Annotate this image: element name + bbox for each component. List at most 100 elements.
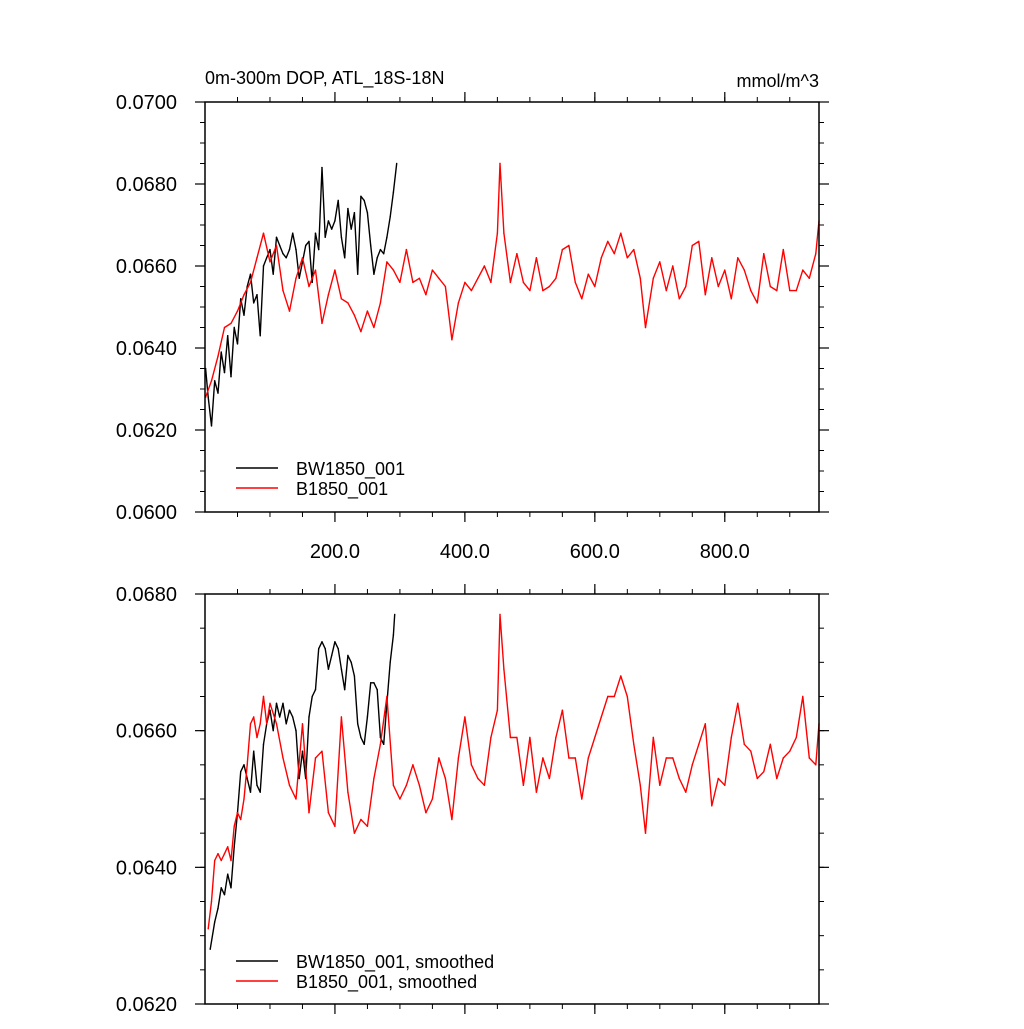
data-point — [522, 784, 525, 787]
data-point — [626, 695, 629, 698]
data-point — [399, 798, 401, 800]
data-point — [451, 339, 453, 341]
data-point — [282, 289, 284, 292]
data-point — [418, 784, 421, 787]
data-point — [691, 244, 694, 247]
data-point — [210, 380, 213, 382]
data-point — [490, 736, 492, 739]
data-point — [292, 232, 294, 234]
data-point — [223, 371, 226, 374]
data-point — [259, 791, 261, 793]
data-point — [782, 757, 784, 759]
data-point — [230, 859, 232, 862]
data-point — [750, 289, 752, 292]
data-point — [327, 811, 330, 814]
data-point — [347, 207, 349, 210]
data-point — [644, 326, 647, 329]
data-point — [376, 257, 378, 259]
x-tick-label: 600.0 — [570, 541, 620, 563]
data-point — [360, 330, 362, 333]
data-point — [327, 220, 330, 222]
data-point — [444, 777, 447, 780]
data-point — [815, 253, 817, 255]
data-point — [382, 743, 385, 746]
data-point — [750, 750, 752, 752]
data-point — [285, 257, 287, 259]
data-point — [568, 757, 570, 759]
data-point — [262, 265, 265, 267]
data-point — [314, 232, 317, 234]
data-point — [594, 285, 596, 288]
data-point — [587, 757, 590, 759]
data-point — [499, 613, 501, 616]
data-point — [769, 743, 771, 746]
data-point — [568, 244, 570, 247]
data-point — [756, 777, 758, 780]
data-point — [639, 784, 642, 787]
data-point — [327, 294, 330, 296]
series-line-b1850-001-smoothed — [207, 613, 820, 929]
data-point — [392, 634, 395, 636]
y-tick-label: 0.0680 — [116, 174, 177, 196]
data-point — [340, 236, 343, 238]
legend-label: BW1850_001 — [296, 459, 405, 480]
data-point — [288, 709, 291, 711]
data-point — [249, 273, 252, 275]
data-point — [743, 743, 745, 746]
data-point — [259, 723, 261, 725]
data-point — [496, 232, 499, 234]
data-point — [366, 716, 369, 718]
data-point — [282, 702, 284, 705]
data-point — [321, 641, 323, 643]
data-point — [665, 289, 668, 292]
data-point — [639, 277, 642, 279]
data-point — [360, 736, 362, 739]
data-point — [350, 228, 352, 230]
data-point — [337, 647, 339, 650]
data-point — [711, 805, 713, 807]
data-point — [340, 668, 343, 670]
data-point — [275, 702, 278, 705]
data-point — [249, 723, 252, 725]
data-point — [418, 277, 421, 279]
data-point — [379, 248, 382, 251]
data-point — [808, 277, 810, 279]
data-point — [717, 285, 719, 288]
data-point — [644, 832, 647, 834]
data-point — [253, 750, 255, 752]
data-point — [214, 921, 216, 923]
data-point — [802, 269, 804, 271]
data-point — [691, 764, 694, 766]
data-point — [535, 257, 538, 259]
data-point — [529, 736, 531, 739]
data-point — [464, 281, 466, 284]
x-tick-label: 800.0 — [700, 541, 750, 563]
data-point — [220, 859, 222, 862]
data-point — [412, 764, 414, 766]
data-point — [516, 736, 518, 739]
data-point — [350, 661, 352, 664]
data-point — [678, 298, 681, 300]
data-point — [311, 281, 313, 284]
chart-title: 0m-300m DOP, ATL_18S-18N — [205, 68, 444, 89]
data-point — [324, 236, 326, 238]
data-point — [483, 265, 486, 267]
data-point — [587, 273, 590, 275]
data-point — [542, 289, 544, 292]
data-point — [382, 253, 385, 255]
data-point — [737, 257, 739, 259]
data-point — [373, 326, 375, 329]
data-point — [607, 240, 609, 243]
data-point — [555, 277, 557, 279]
data-point — [353, 832, 356, 834]
data-point — [620, 675, 622, 677]
data-point — [763, 770, 765, 773]
data-point — [298, 777, 300, 780]
data-point — [776, 777, 778, 780]
data-point — [243, 314, 245, 316]
data-point — [457, 757, 460, 759]
data-point — [782, 248, 784, 251]
data-point — [412, 281, 414, 284]
data-point — [607, 695, 609, 698]
